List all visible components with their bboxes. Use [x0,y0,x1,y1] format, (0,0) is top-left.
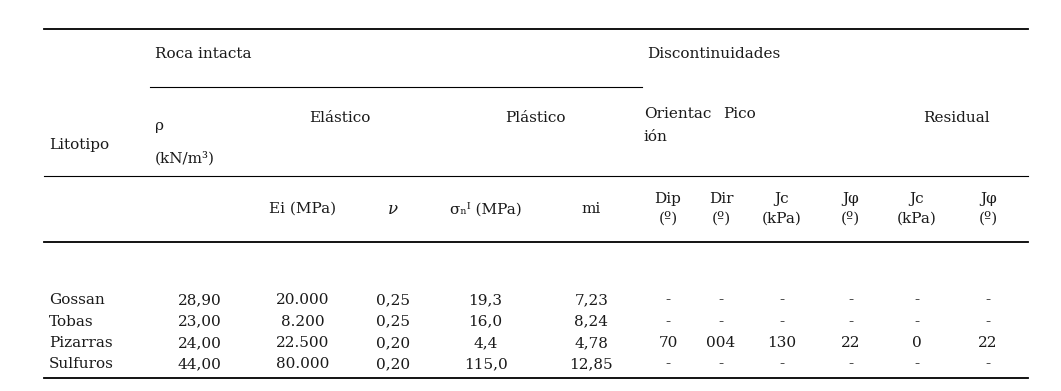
Text: Roca intacta: Roca intacta [155,47,251,61]
Text: 0,25: 0,25 [376,315,410,329]
Text: Jφ: Jφ [842,192,859,206]
Text: 115,0: 115,0 [464,357,507,371]
Text: Gossan: Gossan [49,293,105,307]
Text: Plástico: Plástico [505,111,566,125]
Text: 22: 22 [978,336,998,350]
Text: -: - [848,357,853,371]
Text: 0,25: 0,25 [376,293,410,307]
Text: 19,3: 19,3 [469,293,503,307]
Text: 16,0: 16,0 [469,315,503,329]
Text: (º): (º) [711,212,731,226]
Text: (kN/m³): (kN/m³) [155,151,214,166]
Text: -: - [915,357,919,371]
Text: (kPa): (kPa) [897,212,937,226]
Text: 20.000: 20.000 [276,293,330,307]
Text: -: - [718,357,724,371]
Text: Ei (MPa): Ei (MPa) [269,202,336,216]
Text: -: - [718,315,724,329]
Text: Elástico: Elástico [310,111,370,125]
Text: (º): (º) [841,212,860,226]
Text: Jφ: Jφ [979,192,996,206]
Text: Sulfuros: Sulfuros [49,357,114,371]
Text: -: - [779,293,784,307]
Text: -: - [779,315,784,329]
Text: 004: 004 [707,336,735,350]
Text: 0,20: 0,20 [376,357,410,371]
Text: -: - [665,315,671,329]
Text: 28,90: 28,90 [178,293,222,307]
Text: -: - [779,357,784,371]
Text: (kPa): (kPa) [762,212,802,226]
Text: 23,00: 23,00 [178,315,222,329]
Text: -: - [718,293,724,307]
Text: Tobas: Tobas [49,315,93,329]
Text: Pizarras: Pizarras [49,336,112,350]
Text: 7,23: 7,23 [574,293,608,307]
Text: 130: 130 [767,336,797,350]
Text: 8.200: 8.200 [281,315,325,329]
Text: Discontinuidades: Discontinuidades [647,47,780,61]
Text: (º): (º) [978,212,997,226]
Text: 70: 70 [659,336,678,350]
Text: -: - [986,357,991,371]
Text: 80.000: 80.000 [276,357,330,371]
Text: -: - [915,293,919,307]
Text: -: - [986,293,991,307]
Text: -: - [665,293,671,307]
Text: 4,4: 4,4 [473,336,498,350]
Text: Residual: Residual [923,111,990,125]
Text: ν: ν [388,201,398,217]
Text: Jc: Jc [775,192,789,206]
Text: 22: 22 [841,336,860,350]
Text: 22.500: 22.500 [276,336,330,350]
Text: Pico: Pico [724,107,755,121]
Text: Dir: Dir [709,192,733,206]
Text: 0: 0 [911,336,922,350]
Text: 4,78: 4,78 [574,336,608,350]
Text: -: - [986,315,991,329]
Text: -: - [848,315,853,329]
Text: Dip: Dip [655,192,681,206]
Text: 12,85: 12,85 [570,357,613,371]
Text: Orientac: Orientac [644,107,711,121]
Text: mi: mi [581,202,601,216]
Text: -: - [915,315,919,329]
Text: σₙᴵ (MPa): σₙᴵ (MPa) [450,202,521,216]
Text: Jc: Jc [909,192,924,206]
Text: 0,20: 0,20 [376,336,410,350]
Text: (º): (º) [659,212,678,226]
Text: 44,00: 44,00 [178,357,222,371]
Text: ión: ión [644,130,667,144]
Text: -: - [848,293,853,307]
Text: 24,00: 24,00 [178,336,222,350]
Text: Litotipo: Litotipo [49,138,109,152]
Text: -: - [665,357,671,371]
Text: 8,24: 8,24 [574,315,608,329]
Text: ρ: ρ [155,118,163,133]
